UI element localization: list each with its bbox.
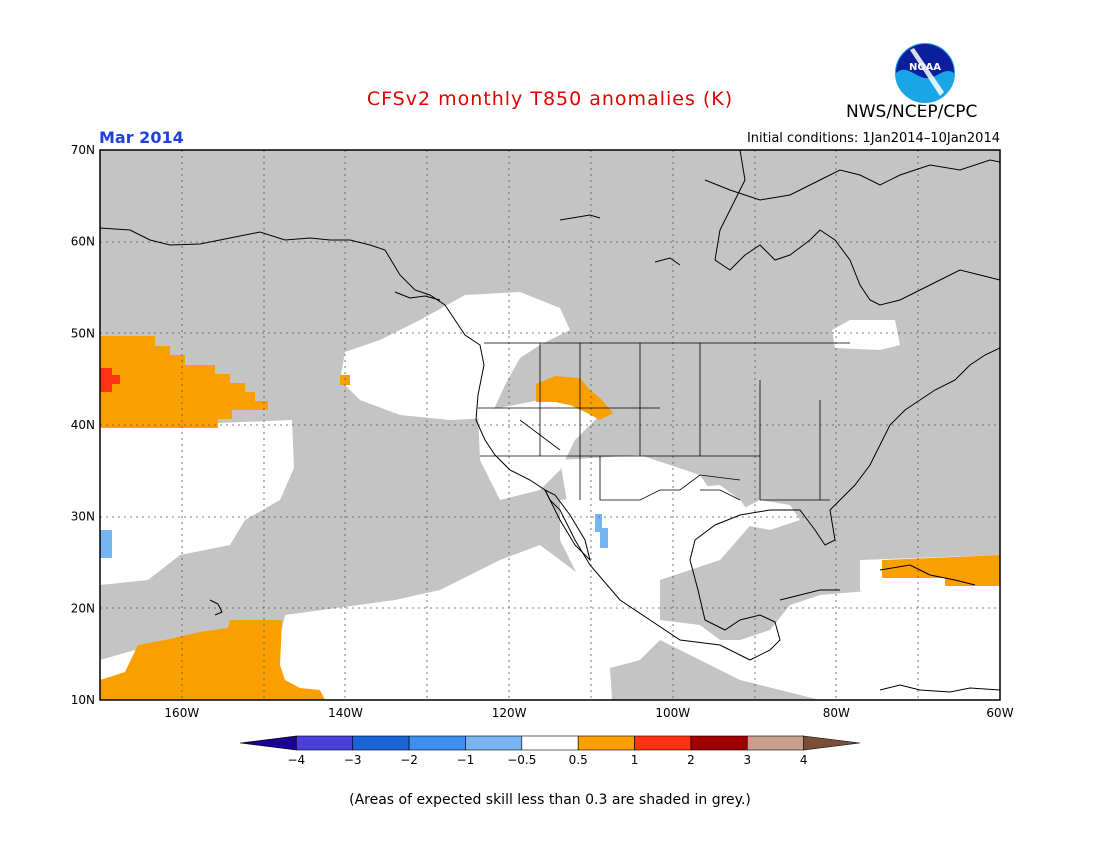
colorbar-swatch xyxy=(803,735,861,751)
colorbar-swatch xyxy=(746,735,804,751)
colorbar-label: −4 xyxy=(288,753,306,767)
lat-label: 60N xyxy=(71,235,95,249)
footnote: (Areas of expected skill less than 0.3 a… xyxy=(349,792,751,808)
anomaly-map: 70N 60N 50N 40N 30N 20N 10N 160W 140W 120W 100W 80… xyxy=(71,143,1014,720)
colorbar-swatch xyxy=(521,735,579,751)
colorbar-swatch xyxy=(634,735,692,751)
colorbar-swatch xyxy=(577,735,635,751)
longitude-labels: 160W 140W 120W 100W 80W 60W xyxy=(164,706,1013,720)
colorbar-label: 3 xyxy=(743,753,751,767)
colorbar-label: −2 xyxy=(400,753,418,767)
logo-text: NOAA xyxy=(909,62,941,73)
lon-label: 80W xyxy=(823,706,850,720)
lat-label: 70N xyxy=(71,143,95,157)
colorbar-label: −0.5 xyxy=(507,753,536,767)
map-title: CFSv2 monthly T850 anomalies (K) xyxy=(366,88,734,110)
lat-label: 50N xyxy=(71,326,95,340)
colorbar-label: 1 xyxy=(631,753,639,767)
colorbar-swatch xyxy=(352,735,410,751)
lon-label: 160W xyxy=(164,706,199,720)
political-borders xyxy=(478,342,850,501)
strong-positive-anomaly-region xyxy=(100,368,120,392)
agency-label: NWS/NCEP/CPC xyxy=(846,102,978,122)
noaa-logo: NOAA xyxy=(893,41,957,105)
lon-label: 140W xyxy=(328,706,363,720)
colorbar-label: 2 xyxy=(687,753,695,767)
colorbar-label: 4 xyxy=(800,753,808,767)
initial-conditions-label: Initial conditions: 1Jan2014–10Jan2014 xyxy=(746,131,1000,146)
colorbar-swatch xyxy=(239,735,297,751)
colorbar-swatch xyxy=(465,735,523,751)
negative-anomaly-regions xyxy=(100,514,608,558)
latitude-labels: 70N 60N 50N 40N 30N 20N 10N xyxy=(71,143,95,707)
colorbar-swatch xyxy=(408,735,466,751)
lat-label: 10N xyxy=(71,693,95,707)
lon-label: 120W xyxy=(492,706,527,720)
map-frame xyxy=(99,149,1001,701)
coastlines xyxy=(100,150,1000,693)
valid-month-label: Mar 2014 xyxy=(99,128,184,147)
lon-label: 100W xyxy=(655,706,690,720)
colorbar-label: −3 xyxy=(344,753,362,767)
colorbar-swatch xyxy=(296,735,354,751)
lat-label: 20N xyxy=(71,601,95,615)
colorbar: −4 −3 −2 −1 −0.5 0.5 1 2 3 4 xyxy=(239,735,861,767)
lat-label: 40N xyxy=(71,418,95,432)
lon-label: 60W xyxy=(986,706,1013,720)
colorbar-swatch xyxy=(690,735,748,751)
positive-anomaly-regions xyxy=(100,336,1000,700)
lat-label: 30N xyxy=(71,510,95,524)
colorbar-label: −1 xyxy=(457,753,475,767)
colorbar-label: 0.5 xyxy=(569,753,588,767)
